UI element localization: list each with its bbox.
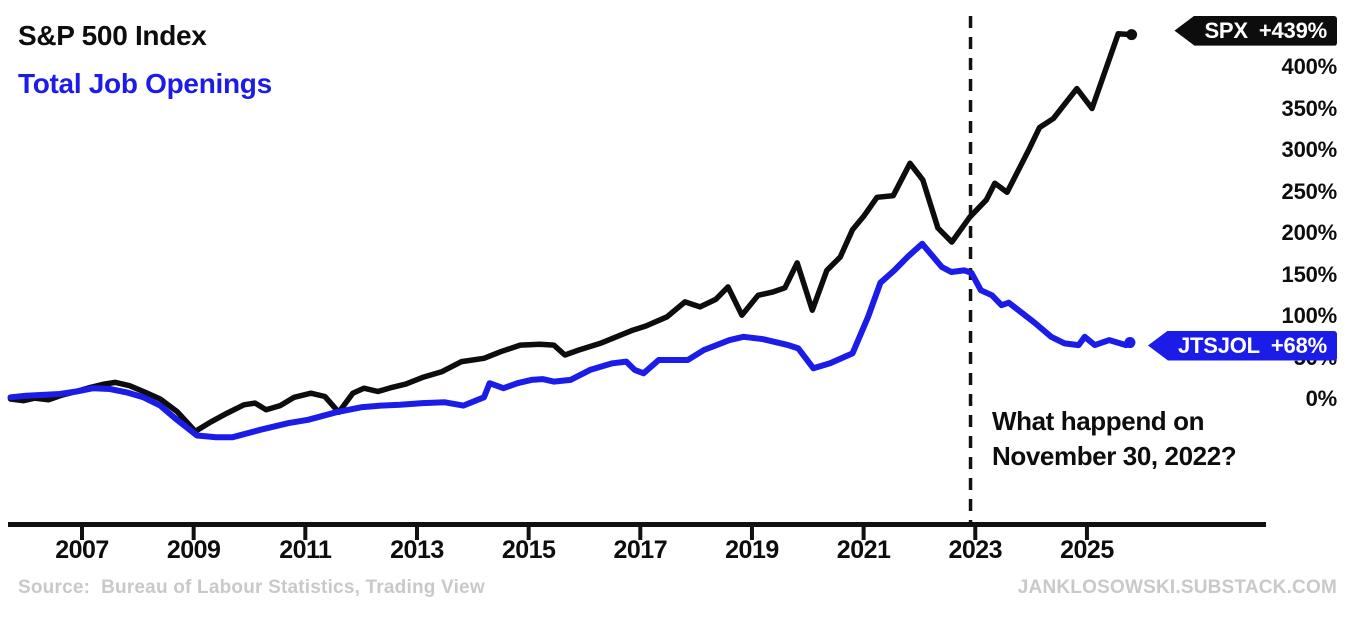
x-axis-tick-label: 2007 bbox=[55, 536, 109, 564]
website-credit: JANKLOSOWSKI.SUBSTACK.COM bbox=[1017, 577, 1337, 598]
x-axis-tick-label: 2015 bbox=[501, 536, 556, 564]
x-axis-tick-label: 2019 bbox=[725, 536, 779, 564]
y-axis-tick-label: 100% bbox=[1281, 303, 1338, 328]
x-axis-tick-label: 2025 bbox=[1060, 536, 1114, 564]
annotation-line-2: November 30, 2022? bbox=[992, 441, 1237, 471]
x-axis-tick-label: 2013 bbox=[390, 536, 444, 564]
series-end-dot-jtsjol bbox=[1124, 337, 1136, 349]
jtsjol-tag-symbol: JTSJOL bbox=[1177, 332, 1260, 358]
spx-tag-symbol: SPX bbox=[1204, 17, 1248, 43]
x-axis-tick-label: 2009 bbox=[166, 536, 221, 564]
jtsjol-tag-change: +68% bbox=[1270, 332, 1327, 358]
y-axis-tick-label: 200% bbox=[1281, 220, 1338, 245]
x-axis-tick-label: 2017 bbox=[613, 536, 668, 564]
spx-price-tag: SPX +439% bbox=[1174, 15, 1337, 46]
series-end-dot-spx bbox=[1126, 29, 1138, 41]
x-axis-tick-label: 2011 bbox=[279, 536, 332, 564]
y-axis-tick-label: 350% bbox=[1281, 95, 1338, 121]
event-annotation: What happend on November 30, 2022? bbox=[992, 404, 1312, 474]
source-credit: Source: Bureau of Labour Statistics, Tra… bbox=[18, 577, 485, 598]
jtsjol-price-tag: JTSJOL +68% bbox=[1147, 330, 1337, 361]
y-axis-tick-label: 400% bbox=[1281, 54, 1338, 79]
y-axis-tick-label: 300% bbox=[1281, 137, 1338, 162]
y-axis-tick-label: 150% bbox=[1281, 261, 1338, 287]
chart-series-lines bbox=[7, 29, 1138, 441]
x-axis-tick-label: 2021 bbox=[836, 536, 891, 564]
x-axis-tick-label: 2023 bbox=[948, 536, 1003, 564]
y-axis-tick-label: 250% bbox=[1281, 178, 1338, 204]
series-line-spx bbox=[7, 31, 1135, 435]
spx-tag-change: +439% bbox=[1258, 17, 1327, 43]
y-axis-tick-label: 0% bbox=[1305, 386, 1338, 411]
legend-title-spx: S&P 500 Index bbox=[18, 20, 207, 51]
legend-title-job-openings: Total Job Openings bbox=[18, 68, 272, 99]
x-axis bbox=[8, 522, 1266, 540]
series-line-jtsjol bbox=[7, 240, 1133, 441]
annotation-line-1: What happend on bbox=[992, 406, 1205, 436]
